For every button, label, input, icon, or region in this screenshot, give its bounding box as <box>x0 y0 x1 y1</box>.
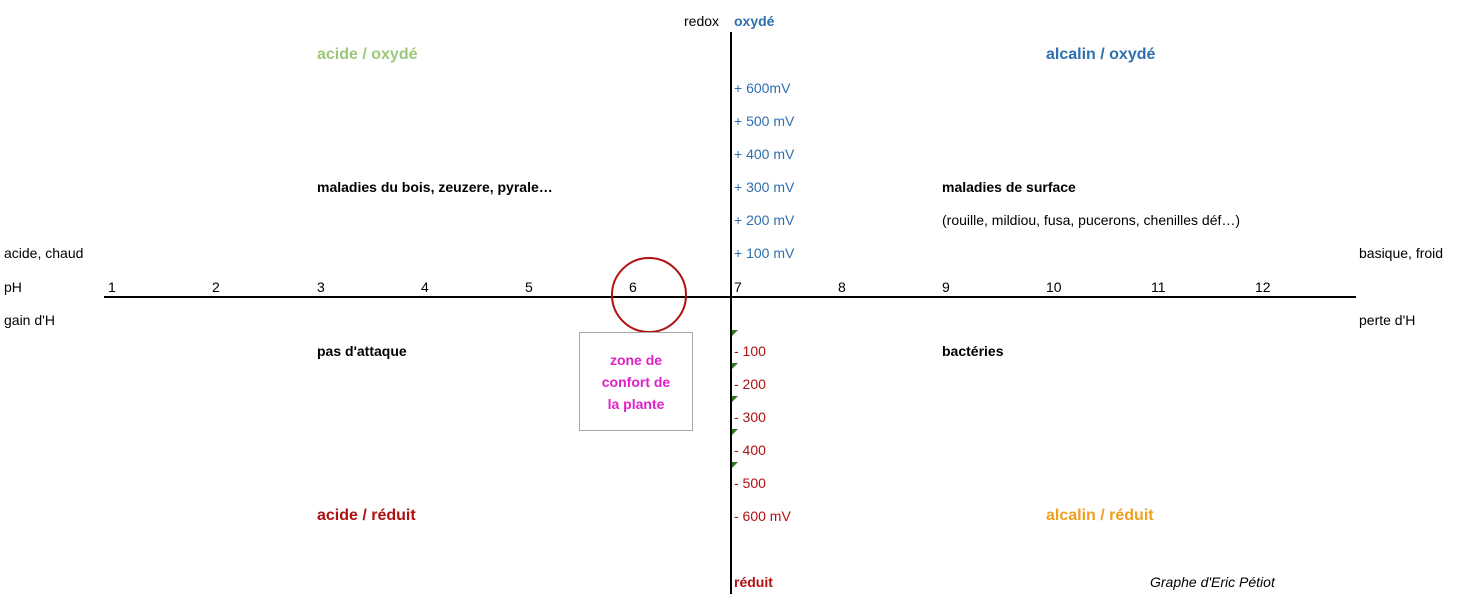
ph-tick-7: 7 <box>734 279 742 295</box>
ph-tick-1: 1 <box>108 279 116 295</box>
ph-tick-12: 12 <box>1255 279 1271 295</box>
redox-axis <box>730 32 732 594</box>
redox-tick-minus-100: - 100 <box>734 343 766 359</box>
comfort-zone-box: zone de confort de la plante <box>579 332 693 431</box>
ph-tick-9: 9 <box>942 279 950 295</box>
redox-tick-minus-300: - 300 <box>734 409 766 425</box>
note-no-attack: pas d'attaque <box>317 343 407 359</box>
comfort-zone-label: zone de confort de la plante <box>601 351 671 412</box>
note-surface-diseases: maladies de surface <box>942 179 1076 195</box>
redox-tick-minus-200: - 200 <box>734 376 766 392</box>
redox-tick-minus-500: - 500 <box>734 475 766 491</box>
tick-marker <box>732 330 738 336</box>
note-surface-diseases-detail: (rouille, mildiou, fusa, pucerons, cheni… <box>942 212 1241 228</box>
tick-marker <box>732 462 738 468</box>
redox-tick-plus-300: + 300 mV <box>734 179 795 195</box>
tick-marker <box>732 396 738 402</box>
redox-tick-plus-100: + 100 mV <box>734 245 795 261</box>
label-h-gain: gain d'H <box>4 312 55 328</box>
ph6-highlight-circle <box>611 257 687 333</box>
quadrant-alkaline-reduced: alcalin / réduit <box>1046 507 1154 524</box>
label-h-loss: perte d'H <box>1359 312 1416 328</box>
ph-tick-11: 11 <box>1151 279 1166 295</box>
ph-tick-10: 10 <box>1046 279 1062 295</box>
ph-tick-2: 2 <box>212 279 220 295</box>
oxidized-label: oxydé <box>734 13 775 29</box>
tick-marker <box>732 363 738 369</box>
quadrant-alkaline-oxidized: alcalin / oxydé <box>1046 46 1156 63</box>
redox-tick-plus-200: + 200 mV <box>734 212 795 228</box>
reduced-label: réduit <box>734 574 773 590</box>
ph-tick-5: 5 <box>525 279 533 295</box>
redox-tick-minus-400: - 400 <box>734 442 766 458</box>
redox-tick-plus-400: + 400 mV <box>734 146 795 162</box>
ph-tick-4: 4 <box>421 279 429 295</box>
ph-tick-8: 8 <box>838 279 846 295</box>
label-acid-hot: acide, chaud <box>4 245 84 261</box>
label-ph: pH <box>4 279 22 295</box>
ph-tick-3: 3 <box>317 279 325 295</box>
tick-marker <box>732 429 738 435</box>
redox-label: redox <box>684 13 720 29</box>
quadrant-acid-oxidized: acide / oxydé <box>317 46 418 63</box>
note-wood-diseases: maladies du bois, zeuzere, pyrale… <box>317 179 553 195</box>
note-bacteria: bactéries <box>942 343 1004 359</box>
label-basic-cold: basique, froid <box>1359 245 1444 261</box>
author-signature: Graphe d'Eric Pétiot <box>1150 574 1275 590</box>
quadrant-acid-reduced: acide / réduit <box>317 507 416 524</box>
redox-tick-minus-600: - 600 mV <box>734 508 791 524</box>
redox-tick-plus-500: + 500 mV <box>734 113 795 129</box>
redox-tick-plus-600: + 600mV <box>734 80 791 96</box>
